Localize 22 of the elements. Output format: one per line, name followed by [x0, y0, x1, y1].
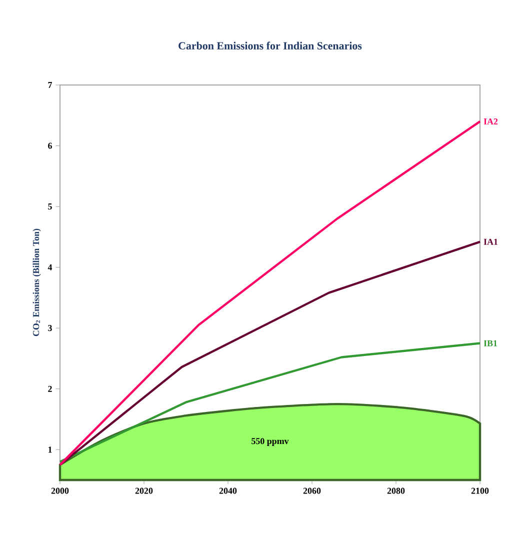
x-tick-label: 2060 — [303, 488, 321, 494]
chart-title: Carbon Emissions for Indian Scenarios — [178, 42, 362, 50]
y-tick-label: 5 — [48, 204, 52, 210]
x-tick-label: 2100 — [471, 488, 489, 494]
x-tick-label: 2040 — [219, 488, 237, 494]
line-series — [58, 240, 482, 466]
y-tick-label: 2 — [48, 386, 52, 392]
y-tick-label: 7 — [48, 82, 52, 88]
line-series — [58, 120, 482, 466]
x-tick-label: 2000 — [51, 488, 69, 494]
series-label: IB1 — [484, 340, 498, 346]
y-axis-title: CO$_{2}$ Emissions (Billion Ton) — [32, 228, 41, 336]
series-label: 550 ppmv — [252, 438, 289, 446]
series-label: IA2 — [484, 118, 498, 124]
x-tick-label: 2020 — [135, 488, 153, 494]
x-tick-label: 2080 — [387, 488, 405, 494]
y-tick-label: 4 — [48, 264, 52, 270]
y-tick-label: 6 — [48, 142, 52, 149]
y-tick-label: 1 — [48, 446, 52, 453]
line-series — [58, 342, 482, 463]
series-label: IA1 — [484, 238, 498, 245]
y-tick-label: 3 — [48, 325, 52, 332]
